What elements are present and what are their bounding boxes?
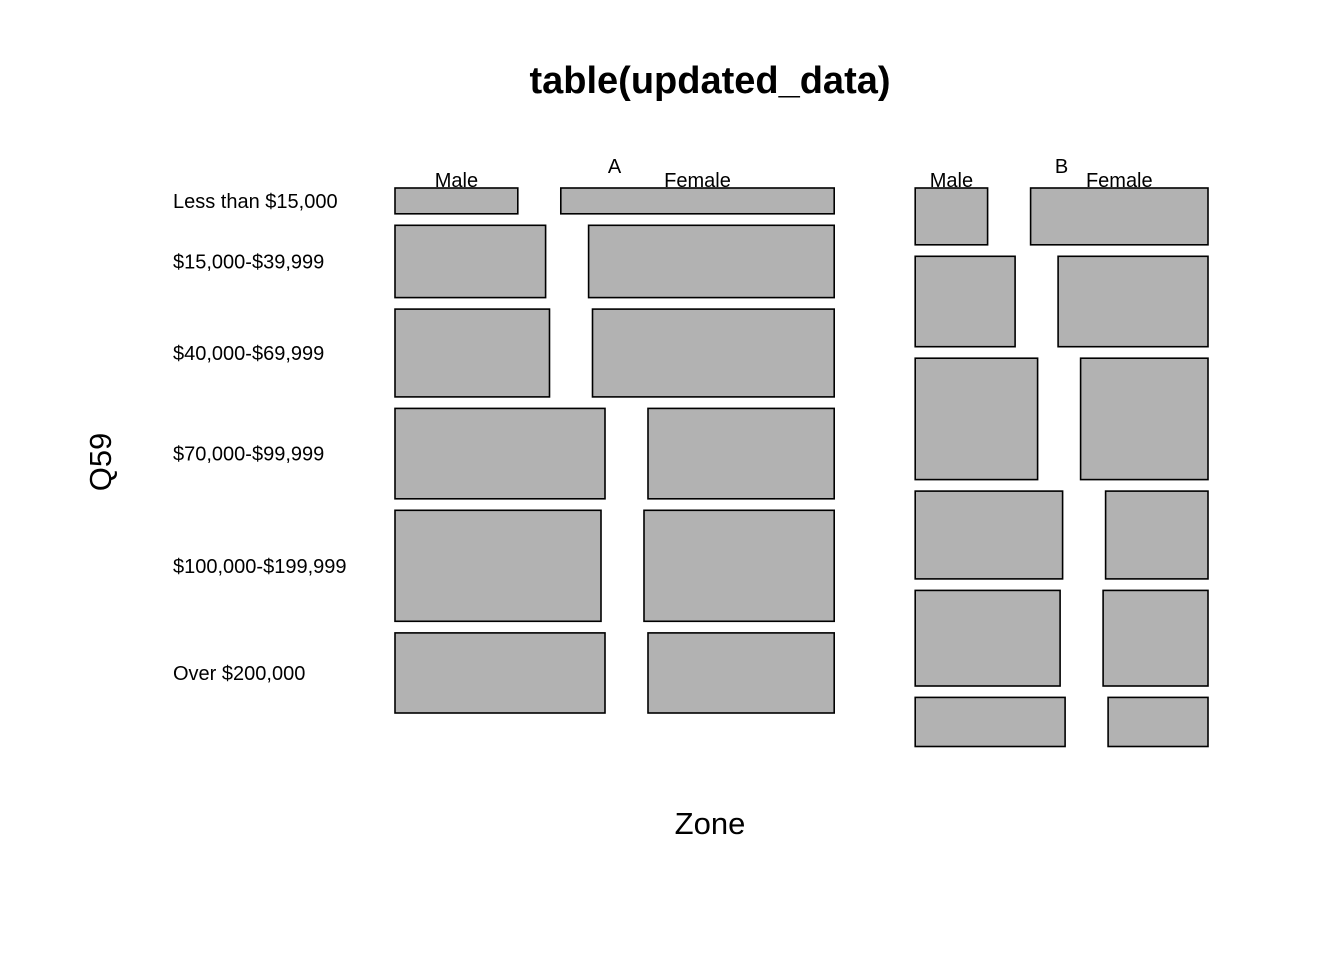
tile-b-male-row-0 bbox=[914, 187, 989, 246]
tile-b-male-row-3 bbox=[914, 490, 1064, 580]
zone-label-b: B bbox=[1055, 156, 1068, 178]
row-label-3: $70,000-$99,999 bbox=[173, 444, 324, 466]
tile-a-female-row-0 bbox=[559, 187, 835, 215]
row-label-2: $40,000-$69,999 bbox=[173, 343, 324, 365]
tile-a-male-row-1 bbox=[394, 224, 547, 299]
tile-a-male-row-4 bbox=[394, 509, 602, 623]
x-axis-label: Zone bbox=[675, 806, 746, 841]
tile-b-male-row-1 bbox=[914, 255, 1016, 348]
tile-b-female-row-1 bbox=[1057, 255, 1209, 348]
tile-b-female-row-3 bbox=[1104, 490, 1209, 580]
zone-label-a: A bbox=[608, 156, 622, 178]
tile-a-male-row-3 bbox=[394, 407, 606, 500]
gender-label-a-male: Male bbox=[435, 170, 478, 192]
row-label-1: $15,000-$39,999 bbox=[173, 252, 324, 274]
tile-a-female-row-4 bbox=[643, 509, 835, 623]
chart-title: table(updated_data) bbox=[529, 60, 890, 102]
tile-b-male-row-2 bbox=[914, 357, 1039, 481]
gender-label-b-female: Female bbox=[1086, 170, 1153, 192]
tile-a-female-row-3 bbox=[647, 407, 835, 500]
tile-b-female-row-2 bbox=[1079, 357, 1209, 481]
mosaic-labels: A Male Female Less than $15,000 $15,000-$39,… bbox=[173, 156, 1153, 685]
tile-a-male-row-0 bbox=[394, 187, 519, 215]
tile-a-male-row-5 bbox=[394, 632, 606, 714]
gender-label-b-male: Male bbox=[930, 170, 973, 192]
row-label-0: Less than $15,000 bbox=[173, 191, 338, 213]
tile-b-female-row-5 bbox=[1107, 696, 1209, 748]
tile-a-female-row-1 bbox=[587, 224, 835, 299]
y-axis-label: Q59 bbox=[83, 433, 118, 492]
row-label-4: $100,000-$199,999 bbox=[173, 556, 347, 578]
tile-b-female-row-4 bbox=[1102, 589, 1209, 687]
mosaic-tiles bbox=[394, 187, 1209, 748]
tile-a-female-row-2 bbox=[591, 308, 835, 398]
gender-label-a-female: Female bbox=[664, 170, 731, 192]
tile-b-male-row-4 bbox=[914, 589, 1061, 687]
tile-b-male-row-5 bbox=[914, 696, 1066, 748]
tile-b-female-row-0 bbox=[1029, 187, 1209, 246]
tile-a-male-row-2 bbox=[394, 308, 551, 398]
tile-a-female-row-5 bbox=[647, 632, 835, 714]
row-label-5: Over $200,000 bbox=[173, 663, 305, 685]
